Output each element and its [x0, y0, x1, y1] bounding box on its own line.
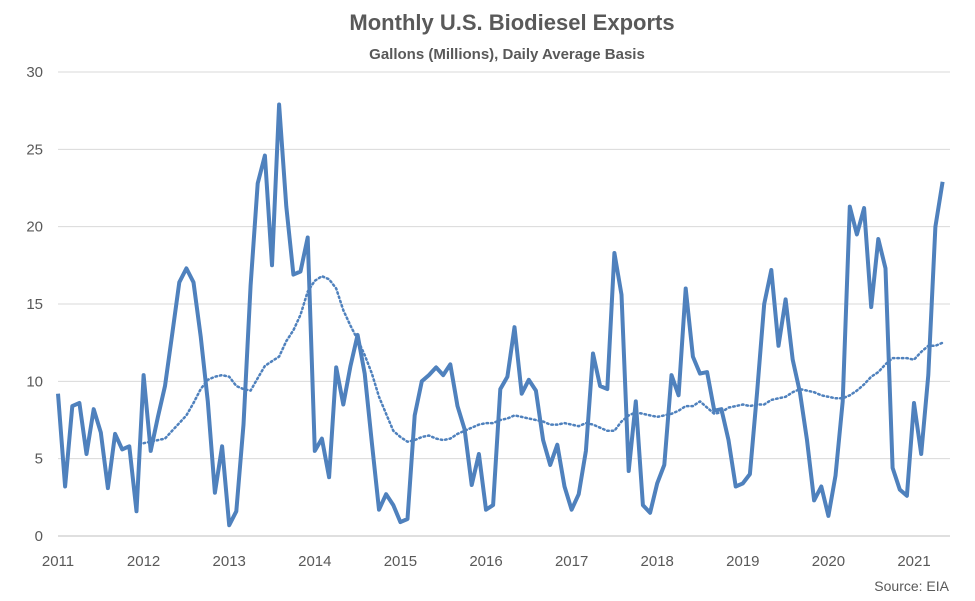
x-tick-label: 2019: [726, 553, 759, 570]
source-note: Source: EIA: [874, 578, 949, 594]
series-group: [56, 102, 945, 528]
y-tick-label: 0: [35, 528, 43, 545]
y-tick-label: 30: [26, 64, 43, 81]
series-line-monthly: [56, 102, 945, 528]
x-tick-label: 2015: [384, 553, 417, 570]
chart-subtitle: Gallons (Millions), Daily Average Basis: [369, 46, 645, 63]
x-tick-label: 2020: [812, 553, 845, 570]
gridlines: [58, 71, 950, 460]
x-tick-label: 2014: [298, 553, 331, 570]
x-tick-label: 2016: [469, 553, 502, 570]
y-tick-label: 20: [26, 219, 43, 236]
x-tick-label: 2013: [213, 553, 246, 570]
x-axis-ticks: 2011 2012 2013 2014 2015 2016 2017 2018 2019 2020…: [42, 553, 931, 570]
x-tick-label: 2017: [555, 553, 588, 570]
x-tick-label: 2021: [897, 553, 930, 570]
y-tick-label: 5: [35, 451, 43, 468]
y-tick-label: 15: [26, 296, 43, 313]
y-tick-label: 10: [26, 373, 43, 390]
x-tick-label: 2018: [641, 553, 674, 570]
chart-title: Monthly U.S. Biodiesel Exports: [349, 10, 674, 35]
series-line-trend: [142, 274, 944, 445]
y-axis-ticks: 0 5 10 15 20 25 30: [26, 64, 43, 545]
y-tick-label: 25: [26, 141, 43, 158]
x-tick-label: 2011: [42, 553, 74, 570]
x-tick-label: 2012: [127, 553, 160, 570]
